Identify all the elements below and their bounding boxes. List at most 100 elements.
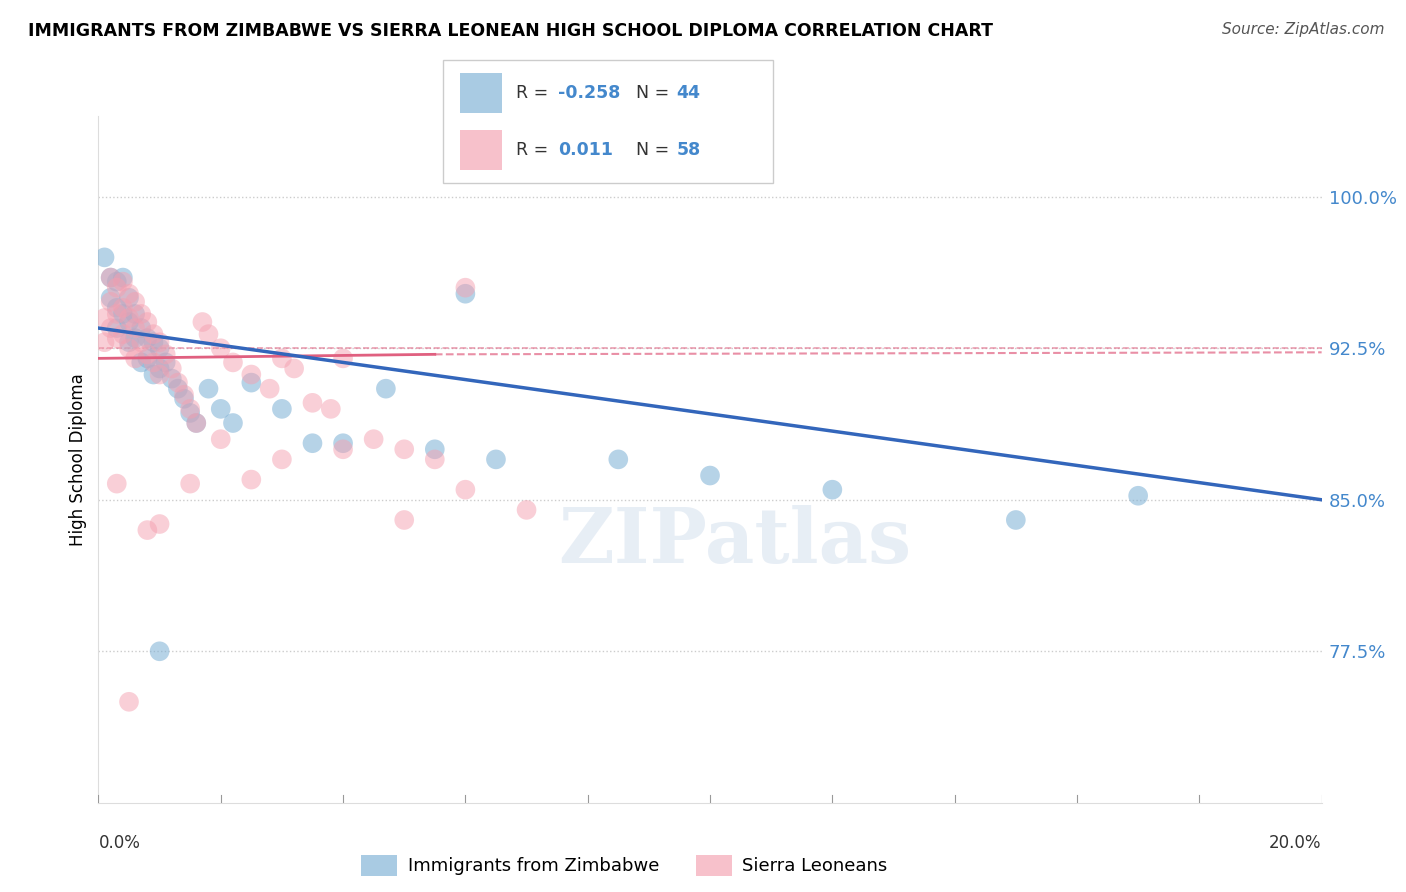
Point <box>240 376 263 390</box>
Point <box>392 513 416 527</box>
Point <box>155 347 177 361</box>
Point <box>454 281 477 295</box>
Point <box>118 310 141 325</box>
Point <box>240 368 263 382</box>
Point <box>516 503 538 517</box>
Point <box>136 351 159 366</box>
Point <box>93 251 115 265</box>
Point <box>222 416 245 430</box>
Point <box>105 476 128 491</box>
Point <box>149 516 172 531</box>
Point <box>136 523 159 537</box>
Text: 20.0%: 20.0% <box>1270 834 1322 852</box>
Y-axis label: High School Diploma: High School Diploma <box>69 373 87 546</box>
Point <box>111 307 134 321</box>
Point <box>607 452 630 467</box>
Point <box>124 331 146 345</box>
Text: -0.258: -0.258 <box>558 84 620 102</box>
Point <box>270 351 292 366</box>
Point <box>191 315 214 329</box>
Point <box>160 361 183 376</box>
Point <box>167 382 190 396</box>
Point <box>332 442 354 457</box>
Point <box>105 275 128 289</box>
Point <box>111 270 134 285</box>
Text: 44: 44 <box>676 84 700 102</box>
Point <box>105 281 128 295</box>
Point <box>167 376 190 390</box>
Point <box>186 416 208 430</box>
Point <box>179 401 201 416</box>
Point <box>423 442 446 457</box>
Text: 0.011: 0.011 <box>558 141 613 159</box>
Point <box>136 347 159 361</box>
Point <box>149 368 172 382</box>
Point <box>118 291 141 305</box>
Point <box>155 355 177 369</box>
Point <box>129 321 152 335</box>
Text: R =: R = <box>516 84 554 102</box>
Point <box>118 315 141 329</box>
Point <box>186 416 208 430</box>
Text: ZIPatlas: ZIPatlas <box>558 505 911 579</box>
Point <box>124 321 146 335</box>
Point <box>142 355 165 369</box>
Point <box>423 452 446 467</box>
Point <box>179 476 201 491</box>
Point <box>1128 489 1150 503</box>
Point <box>93 335 115 350</box>
Point <box>118 695 141 709</box>
Point <box>259 382 281 396</box>
Point <box>118 341 141 355</box>
Point <box>209 341 232 355</box>
Point <box>332 351 354 366</box>
Point <box>209 401 232 416</box>
Point <box>1004 513 1026 527</box>
Point <box>111 301 134 315</box>
Point <box>124 307 146 321</box>
Point <box>142 327 165 342</box>
Point <box>118 286 141 301</box>
Point <box>149 341 172 355</box>
Text: N =: N = <box>636 84 675 102</box>
Point <box>149 361 172 376</box>
Point <box>149 644 172 658</box>
Point <box>93 310 115 325</box>
Point <box>699 468 721 483</box>
Point <box>142 335 165 350</box>
Point <box>142 368 165 382</box>
Point <box>100 291 122 305</box>
Point <box>374 382 396 396</box>
Text: 58: 58 <box>676 141 700 159</box>
Point <box>149 335 172 350</box>
Point <box>111 327 134 342</box>
Point <box>332 436 354 450</box>
Point <box>129 335 152 350</box>
Text: N =: N = <box>636 141 675 159</box>
Point <box>105 331 128 345</box>
Point <box>118 335 141 350</box>
Point <box>136 331 159 345</box>
Text: 0.0%: 0.0% <box>98 834 141 852</box>
Point <box>209 432 232 446</box>
Point <box>100 270 122 285</box>
Point <box>173 388 195 402</box>
Point <box>392 442 416 457</box>
Point <box>454 483 477 497</box>
Point <box>197 382 219 396</box>
Point <box>363 432 385 446</box>
Point <box>179 406 201 420</box>
Point <box>129 307 152 321</box>
Text: Source: ZipAtlas.com: Source: ZipAtlas.com <box>1222 22 1385 37</box>
Point <box>485 452 508 467</box>
Legend: Immigrants from Zimbabwe, Sierra Leoneans: Immigrants from Zimbabwe, Sierra Leonean… <box>354 847 896 883</box>
Text: IMMIGRANTS FROM ZIMBABWE VS SIERRA LEONEAN HIGH SCHOOL DIPLOMA CORRELATION CHART: IMMIGRANTS FROM ZIMBABWE VS SIERRA LEONE… <box>28 22 993 40</box>
Point <box>454 286 477 301</box>
Point <box>100 270 122 285</box>
Point <box>105 307 128 321</box>
Text: R =: R = <box>516 141 554 159</box>
Point <box>240 473 263 487</box>
Point <box>124 351 146 366</box>
Point <box>160 371 183 385</box>
Point <box>301 396 323 410</box>
